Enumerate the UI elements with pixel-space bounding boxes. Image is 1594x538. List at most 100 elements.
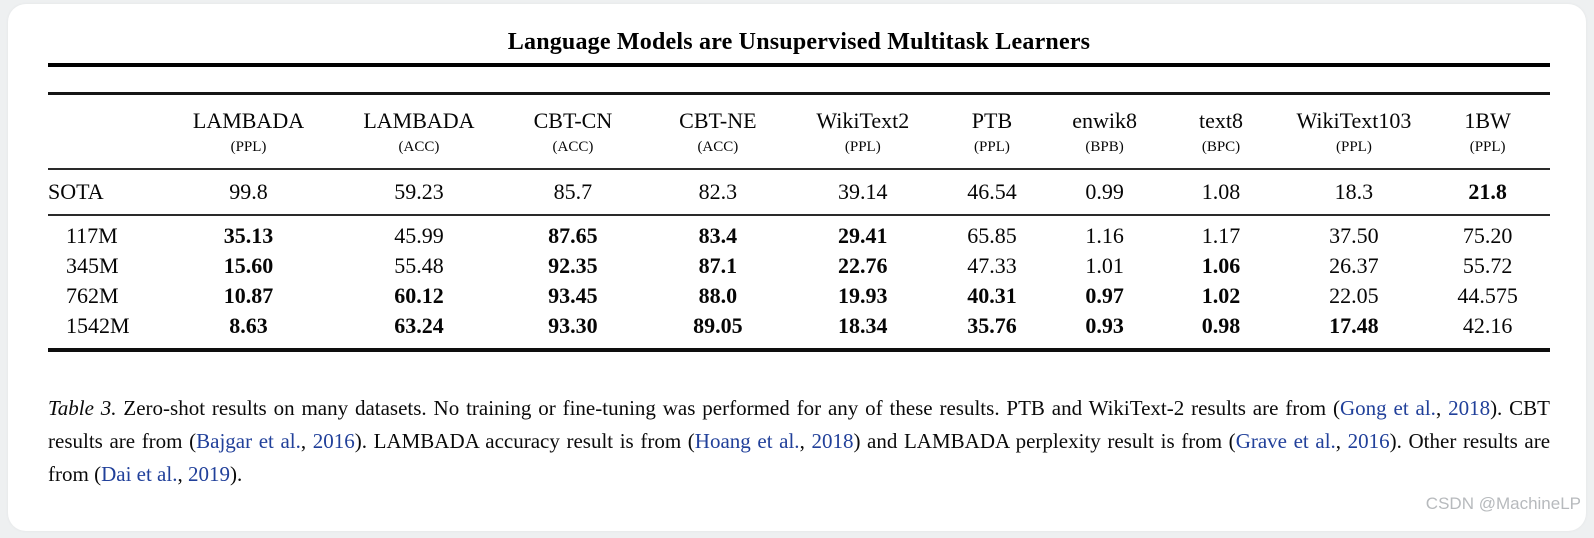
caption-table-number: Table 3. bbox=[48, 396, 117, 420]
table-row-sota: SOTA 99.8 59.23 85.7 82.3 39.14 46.54 0.99 1.08 1… bbox=[48, 169, 1550, 216]
row-label: 762M bbox=[66, 283, 119, 308]
column-name: CBT-CN bbox=[533, 108, 613, 133]
table-cell: 10.87 bbox=[223, 283, 274, 308]
caption-text: , bbox=[300, 429, 313, 453]
table-cell: 19.93 bbox=[838, 283, 888, 308]
caption-text: ) and LAMBADA perplexity result is from … bbox=[853, 429, 1236, 453]
table-cell: 99.8 bbox=[160, 169, 337, 216]
citation-link[interactable]: Gong et al. bbox=[1339, 396, 1436, 420]
table-cell: 85.7 bbox=[501, 169, 645, 216]
caption-text: , bbox=[177, 462, 188, 486]
table-cell: 18.34 bbox=[838, 313, 888, 338]
row-label: 345M bbox=[66, 253, 119, 278]
column-name: 1BW bbox=[1464, 108, 1511, 133]
table-cell: 1.16 bbox=[1085, 223, 1124, 248]
caption-text: ). Other results are from ( bbox=[48, 429, 1551, 486]
table-cell: 87.1 bbox=[698, 253, 738, 278]
table-caption: Table 3. Zero-shot results on many datas… bbox=[48, 392, 1550, 491]
citation-link[interactable]: 2019 bbox=[187, 462, 230, 486]
column-metric: (PPL) bbox=[844, 139, 881, 155]
sota-section: SOTA 99.8 59.23 85.7 82.3 39.14 46.54 0.99 1.08 1… bbox=[48, 169, 1550, 216]
table-cell: 15.60 bbox=[223, 253, 274, 278]
table-cell: 29.41 bbox=[838, 223, 888, 248]
paper-content: Language Models are Unsupervised Multita… bbox=[8, 29, 1586, 491]
table-cell: 1.08 bbox=[1159, 169, 1283, 216]
column-metric: (ACC) bbox=[398, 139, 440, 155]
column-header-lambada-0: LAMBADA (PPL) bbox=[160, 93, 337, 170]
caption-text: , bbox=[1335, 429, 1348, 453]
column-name: text8 bbox=[1199, 108, 1243, 133]
column-header-enwik8-6: enwik8 (BPB) bbox=[1049, 93, 1160, 170]
table-cell: 42.16 bbox=[1462, 313, 1513, 338]
table-cell: 46.54 bbox=[934, 169, 1050, 216]
corner-cell bbox=[48, 93, 161, 170]
table-cell: 0.93 bbox=[1085, 313, 1124, 338]
citation-link[interactable]: Dai et al. bbox=[101, 462, 178, 486]
table-row-1542m: 1542M 8.63 63.24 93.30 89.05 18.34 35.76 0.93 0.… bbox=[48, 311, 1550, 350]
table-cell: 55.72 bbox=[1462, 253, 1513, 278]
column-header-cbt-cn-2: CBT-CN (ACC) bbox=[501, 93, 645, 170]
column-metric: (PPL) bbox=[1469, 139, 1506, 155]
table-row-762m: 762M 10.87 60.12 93.45 88.0 19.93 40.31 0.97 1.0… bbox=[48, 281, 1550, 311]
column-name: PTB bbox=[971, 108, 1013, 133]
table-cell: 82.3 bbox=[644, 169, 792, 216]
table-cell: 65.85 bbox=[967, 223, 1017, 248]
table-cell: 17.48 bbox=[1329, 313, 1379, 338]
table-cell: 1.06 bbox=[1201, 253, 1241, 278]
table-cell: 21.8 bbox=[1425, 169, 1550, 216]
table-row-117m: 117M 35.13 45.99 87.65 83.4 29.41 65.85 1.16 1.1… bbox=[48, 215, 1550, 251]
column-name: LAMBADA bbox=[192, 108, 305, 133]
citation-link[interactable]: 2016 bbox=[312, 429, 355, 453]
watermark: CSDN @MachineLP bbox=[1425, 494, 1581, 513]
table-cell: 0.99 bbox=[1049, 169, 1160, 216]
column-header-lambada-1: LAMBADA (ACC) bbox=[336, 93, 502, 170]
table-cell: 18.3 bbox=[1282, 169, 1426, 216]
citation-link[interactable]: Grave et al. bbox=[1235, 429, 1336, 453]
row-label: 1542M bbox=[66, 313, 130, 338]
table-cell: 47.33 bbox=[967, 253, 1017, 278]
table-cell: 63.24 bbox=[394, 313, 444, 338]
column-header-text8-7: text8 (BPC) bbox=[1159, 93, 1283, 170]
column-name: WikiText103 bbox=[1296, 108, 1412, 133]
table-cell: 75.20 bbox=[1462, 223, 1513, 248]
table-cell: 60.12 bbox=[394, 283, 444, 308]
table-cell: 35.13 bbox=[223, 223, 274, 248]
citation-link[interactable]: 2016 bbox=[1347, 429, 1390, 453]
column-header-wikitext2-4: WikiText2 (PPL) bbox=[791, 93, 935, 170]
table-cell: 44.575 bbox=[1457, 283, 1518, 308]
column-metric: (PPL) bbox=[230, 139, 267, 155]
table-cell: 8.63 bbox=[229, 313, 268, 338]
column-header-cbt-ne-3: CBT-NE (ACC) bbox=[644, 93, 792, 170]
citation-link[interactable]: 2018 bbox=[1448, 396, 1491, 420]
column-metric: (BPB) bbox=[1085, 139, 1124, 155]
table-cell: 26.37 bbox=[1329, 253, 1379, 278]
column-name: WikiText2 bbox=[816, 108, 910, 133]
caption-text: Zero-shot results on many datasets. No t… bbox=[116, 396, 1340, 420]
table-cell: 1.01 bbox=[1085, 253, 1124, 278]
table-cell: 93.30 bbox=[548, 313, 598, 338]
citation-link[interactable]: Hoang et al. bbox=[694, 429, 800, 453]
table-row-345m: 345M 15.60 55.48 92.35 87.1 22.76 47.33 1.01 1.0… bbox=[48, 251, 1550, 281]
column-header-wikitext103-8: WikiText103 (PPL) bbox=[1282, 93, 1426, 170]
results-table: LAMBADA (PPL) LAMBADA (ACC) CBT-CN (ACC) CBT-N… bbox=[48, 92, 1550, 352]
column-name: LAMBADA bbox=[363, 108, 475, 133]
table-cell: 35.76 bbox=[967, 313, 1017, 338]
models-section: 117M 35.13 45.99 87.65 83.4 29.41 65.85 1.16 1.1… bbox=[48, 215, 1550, 350]
table-cell: 45.99 bbox=[394, 223, 444, 248]
column-header-ptb-5: PTB (PPL) bbox=[934, 93, 1050, 170]
column-metric: (BPC) bbox=[1201, 139, 1241, 155]
row-label: SOTA bbox=[48, 169, 161, 216]
column-metric: (PPL) bbox=[974, 139, 1010, 155]
table-cell: 93.45 bbox=[548, 283, 598, 308]
caption-text: , bbox=[1435, 396, 1449, 420]
table-cell: 55.48 bbox=[394, 253, 444, 278]
table-cell: 92.35 bbox=[548, 253, 598, 278]
table-cell: 39.14 bbox=[791, 169, 935, 216]
column-metric: (ACC) bbox=[552, 139, 594, 155]
table-cell: 37.50 bbox=[1329, 223, 1379, 248]
citation-link[interactable]: 2018 bbox=[811, 429, 854, 453]
citation-link[interactable]: Bajgar et al. bbox=[196, 429, 301, 453]
column-name: enwik8 bbox=[1072, 108, 1137, 133]
caption-text: ). LAMBADA accuracy result is from ( bbox=[354, 429, 695, 453]
